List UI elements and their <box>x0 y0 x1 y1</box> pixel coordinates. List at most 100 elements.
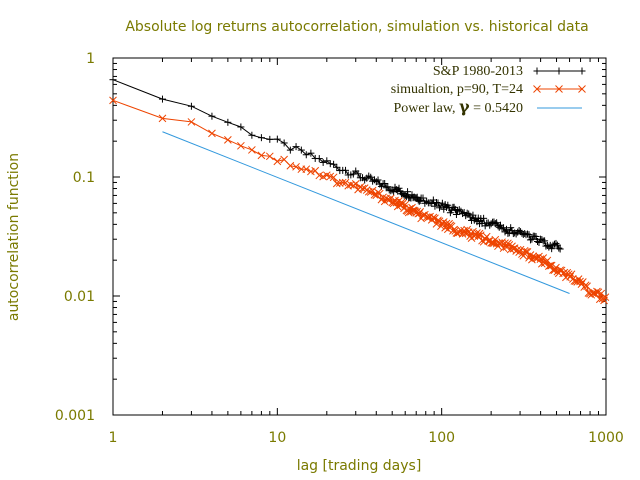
data-point <box>323 157 331 165</box>
legend-powerlaw-prefix: Power law, <box>393 101 459 116</box>
data-point <box>454 206 462 214</box>
data-point <box>548 245 556 253</box>
data-point <box>419 194 427 202</box>
chart-title: Absolute log returns autocorrelation, si… <box>125 19 588 35</box>
data-point <box>555 244 563 252</box>
data-point <box>109 96 117 105</box>
data-point <box>553 241 561 249</box>
data-point <box>319 158 327 166</box>
data-point <box>447 222 456 231</box>
data-point <box>552 263 560 272</box>
series-layer <box>109 76 610 305</box>
data-point <box>265 152 274 161</box>
y-tick-label: 0.001 <box>55 408 95 424</box>
data-point <box>329 173 338 182</box>
data-point <box>109 76 117 84</box>
data-point <box>532 233 540 241</box>
series-line-1 <box>112 99 606 302</box>
data-point <box>208 129 216 138</box>
data-point <box>187 102 195 110</box>
data-point <box>257 134 265 142</box>
data-point <box>224 118 232 126</box>
data-point <box>522 247 530 256</box>
data-point <box>422 213 431 221</box>
data-point <box>315 155 323 163</box>
data-point <box>543 256 552 265</box>
data-point <box>465 210 473 218</box>
x-tick-label: 100 <box>428 430 455 446</box>
data-point <box>292 162 300 171</box>
data-point <box>381 180 389 188</box>
y-axis-label: autocorrelation function <box>6 153 22 321</box>
data-point <box>248 146 256 154</box>
legend-sample-sp <box>533 67 586 75</box>
data-point <box>158 114 167 123</box>
data-point <box>601 293 610 302</box>
data-point <box>537 259 546 268</box>
data-point <box>452 211 460 219</box>
data-point <box>224 136 232 144</box>
data-point <box>374 176 382 184</box>
data-point <box>386 194 395 203</box>
data-point <box>535 238 543 246</box>
data-point <box>292 143 300 151</box>
gamma-symbol: γ <box>459 97 470 116</box>
data-point <box>330 160 338 168</box>
data-point <box>455 206 463 214</box>
data-point <box>387 187 395 195</box>
data-point <box>463 209 471 217</box>
data-point <box>507 224 515 232</box>
data-point <box>354 170 362 178</box>
data-point <box>158 95 166 103</box>
data-point <box>333 163 341 171</box>
data-point <box>552 239 560 247</box>
data-point <box>429 213 438 222</box>
series-0 <box>109 76 564 253</box>
legend-powerlaw-value: = 0.5420 <box>470 101 523 116</box>
y-tick-label: 0.01 <box>64 289 95 305</box>
data-point <box>273 135 281 143</box>
data-point <box>480 214 488 222</box>
legend-marker <box>533 67 541 75</box>
data-point <box>452 229 461 237</box>
data-point <box>556 245 564 253</box>
data-point <box>574 275 583 283</box>
y-tick-label: 1 <box>86 51 95 67</box>
data-point <box>367 173 375 181</box>
data-point <box>248 131 256 139</box>
data-point <box>286 146 294 154</box>
data-point <box>486 221 494 229</box>
powerlaw-line <box>162 131 570 294</box>
legend-marker <box>578 85 586 93</box>
data-point <box>266 135 274 143</box>
legend-marker <box>555 67 563 75</box>
data-point <box>404 188 412 196</box>
data-point <box>500 224 508 232</box>
x-tick-label: 1 <box>109 430 118 446</box>
data-point <box>326 160 334 168</box>
data-point <box>423 197 431 205</box>
data-point <box>208 112 216 120</box>
data-point <box>342 166 350 174</box>
legend-label-sp: S&P 1980-2013 <box>433 64 523 79</box>
data-point <box>398 199 407 208</box>
data-point <box>358 184 367 193</box>
data-point <box>297 146 305 154</box>
data-point <box>302 165 311 174</box>
x-axis-label: lag [trading days] <box>297 458 422 474</box>
legend-sample-simulation <box>533 85 586 93</box>
legend-marker <box>578 67 586 75</box>
data-point <box>493 219 501 227</box>
data-point <box>525 231 533 239</box>
legend-marker <box>555 85 563 93</box>
series-1 <box>109 96 610 305</box>
data-point <box>526 236 534 244</box>
data-point <box>482 232 491 241</box>
data-point <box>351 180 360 188</box>
data-point <box>369 177 377 185</box>
legend-label-simulation: simualtion, p=90, T=24 <box>391 82 523 97</box>
data-point <box>530 253 539 262</box>
data-point <box>442 219 451 228</box>
data-point <box>338 178 347 187</box>
